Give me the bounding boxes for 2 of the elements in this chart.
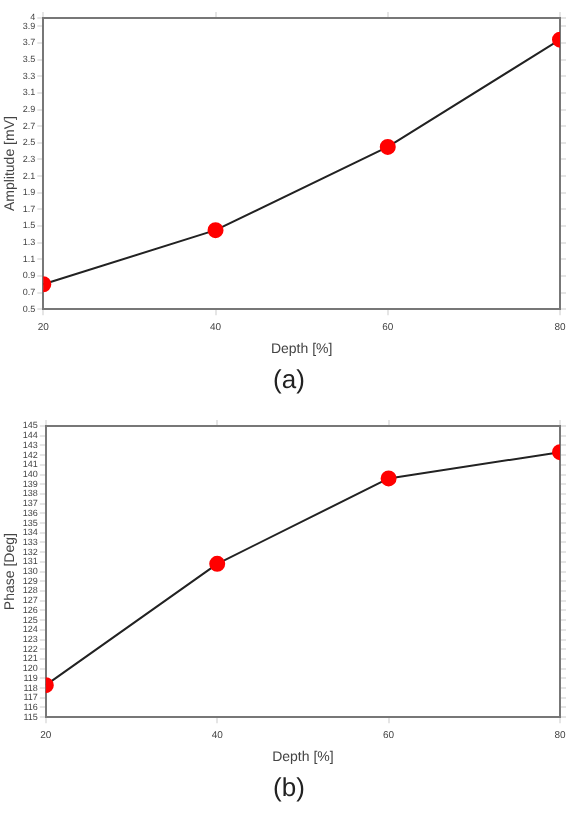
- text: (a): [271, 362, 307, 398]
- text: (b): [271, 770, 307, 806]
